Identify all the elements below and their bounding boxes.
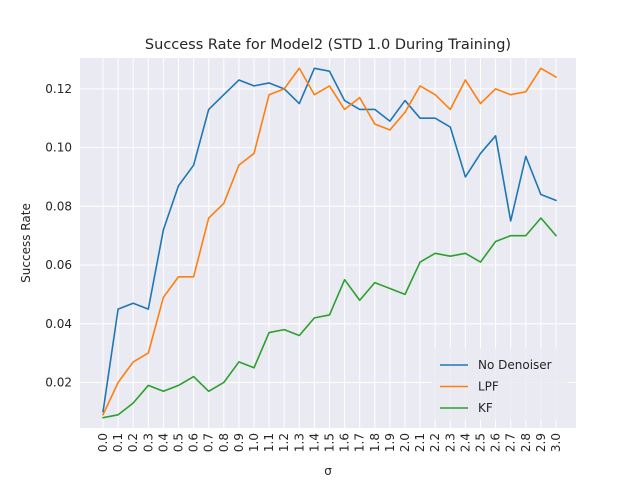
x-tick-label: 1.1	[262, 433, 276, 452]
legend-label: KF	[478, 401, 493, 415]
x-tick-label: 0.3	[141, 433, 155, 452]
x-tick-label: 2.3	[443, 433, 457, 452]
x-tick-label: 1.9	[383, 433, 397, 452]
x-tick-label: 0.0	[96, 433, 110, 452]
x-tick-label: 0.2	[126, 433, 140, 452]
x-tick-label: 0.1	[111, 433, 125, 452]
x-tick-label: 0.5	[172, 433, 186, 452]
y-tick-label: 0.12	[45, 82, 72, 96]
y-tick-label: 0.04	[45, 317, 72, 331]
chart-title: Success Rate for Model2 (STD 1.0 During …	[145, 37, 511, 53]
x-tick-label: 2.1	[413, 433, 427, 452]
series-line-kf	[102, 217, 557, 419]
x-tick-label: 2.0	[398, 433, 412, 452]
x-tick-label: 2.6	[489, 433, 503, 452]
y-tick-label: 0.02	[45, 375, 72, 389]
x-tick-label: 0.9	[232, 433, 246, 452]
y-tick-label: 0.06	[45, 258, 72, 272]
x-tick-label: 1.3	[292, 433, 306, 452]
x-tick-label: 0.4	[156, 433, 170, 452]
legend-label: LPF	[478, 380, 499, 394]
x-tick-label: 1.2	[277, 433, 291, 452]
x-tick-label: 3.0	[549, 433, 563, 452]
x-tick-label: 0.6	[187, 433, 201, 452]
series-line-lpf	[102, 67, 557, 416]
y-tick-label: 0.10	[45, 141, 72, 155]
x-tick-label: 1.5	[323, 433, 337, 452]
y-axis-label: Success Rate	[19, 203, 33, 283]
x-tick-label: 1.6	[338, 433, 352, 452]
x-tick-label: 2.5	[474, 433, 488, 452]
x-tick-label: 2.9	[534, 433, 548, 452]
x-tick-label: 1.7	[353, 433, 367, 452]
series-line-no-denoiser	[102, 67, 557, 413]
x-tick-label: 2.2	[428, 433, 442, 452]
x-tick-label: 2.7	[504, 433, 518, 452]
x-tick-label: 0.7	[202, 433, 216, 452]
x-tick-label: 1.0	[247, 433, 261, 452]
x-tick-label: 1.4	[307, 433, 321, 452]
x-tick-labels: 0.0 0.1 0.2 0.3 0.4 0.5 0.6 0.7 0.8 0.9 1.0 1.1 1.2 1…	[96, 433, 563, 452]
x-axis-label: σ	[324, 464, 332, 478]
legend: No Denoiser LPF KF	[432, 348, 568, 420]
series-lines	[102, 67, 557, 419]
y-tick-label: 0.08	[45, 199, 72, 213]
x-tick-label: 0.8	[217, 433, 231, 452]
legend-label: No Denoiser	[478, 358, 552, 372]
x-tick-label: 2.4	[458, 433, 472, 452]
legend-box	[432, 348, 568, 420]
x-tick-label: 1.8	[368, 433, 382, 452]
y-tick-labels: 0.02 0.04 0.06 0.08 0.10 0.12	[45, 82, 72, 390]
x-tick-label: 2.8	[519, 433, 533, 452]
